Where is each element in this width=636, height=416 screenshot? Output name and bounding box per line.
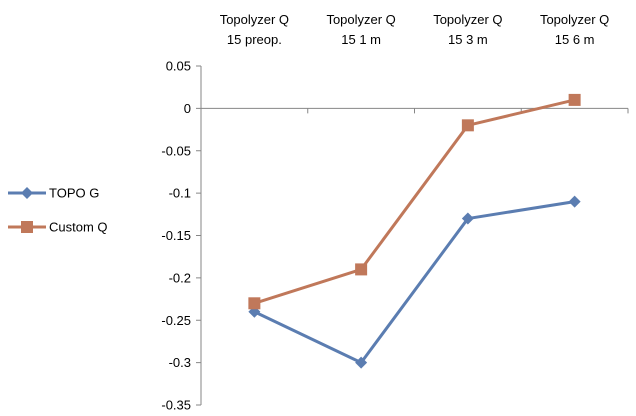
y-tick-label: -0.25 [161,313,191,328]
data-point-marker [355,263,368,276]
y-tick-label: -0.2 [169,270,191,285]
data-point-marker [461,119,474,132]
y-axis-ticks: 0.05 0 -0.05 -0.1 -0.15 -0.2 -0.25 -0.3 -0.35 [161,59,201,413]
data-point-marker [248,297,261,310]
y-tick-label: -0.15 [161,228,191,243]
legend-label: TOPO G [49,186,99,201]
chart-legend: TOPO G Custom Q [8,186,108,235]
data-point-marker [568,93,581,106]
y-tick-label: -0.05 [161,143,191,158]
series-line [253,200,575,365]
legend-label: Custom Q [49,220,108,235]
chart-axes [200,66,629,405]
x-axis-category-labels: Topolyzer Q 15 preop. Topolyzer Q 15 1 m Top… [220,12,610,47]
data-point-marker [461,212,474,225]
data-point-marker [355,356,368,369]
y-tick-label: -0.3 [169,355,191,370]
legend-item: Custom Q [8,220,108,235]
legend-marker [21,221,33,233]
y-tick-label: -0.35 [161,398,191,413]
x-category-label: Topolyzer Q 15 6 m [540,12,609,47]
series-line [253,98,575,305]
x-category-label: Topolyzer Q 15 3 m [433,12,502,47]
chart-series [248,93,581,369]
x-category-label: Topolyzer Q 15 1 m [326,12,395,47]
y-tick-label: 0.05 [166,59,191,74]
series-0 [248,195,581,369]
data-point-marker [568,195,581,208]
legend-marker [21,187,33,199]
series-1 [248,93,581,310]
x-category-label: Topolyzer Q 15 preop. [220,12,289,47]
legend-item: TOPO G [8,186,99,201]
y-tick-label: 0 [184,101,191,116]
y-tick-label: -0.1 [169,186,191,201]
